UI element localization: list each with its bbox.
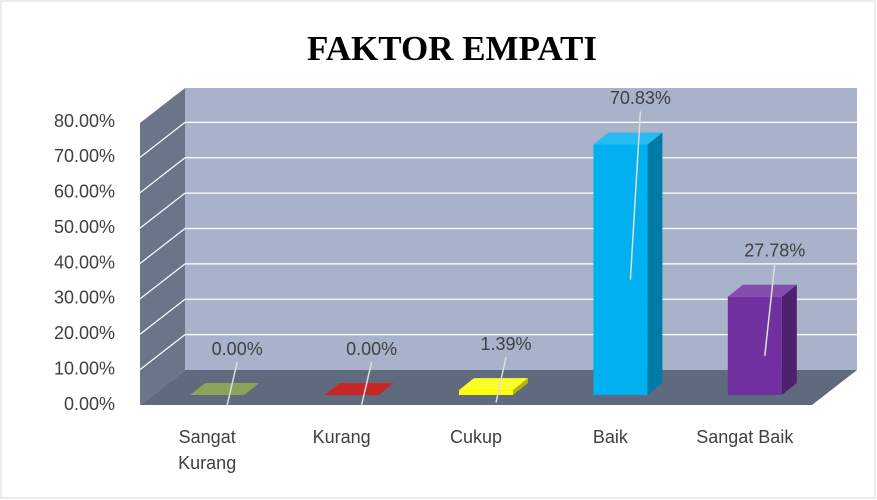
bar-top-shade bbox=[593, 132, 663, 145]
bar bbox=[593, 144, 648, 395]
data-label: 0.00% bbox=[212, 339, 263, 359]
grid-line bbox=[139, 263, 186, 300]
bar-top bbox=[593, 132, 663, 145]
data-label: 27.78% bbox=[744, 240, 805, 260]
grid-line bbox=[139, 192, 186, 229]
y-tick-label: 0.00% bbox=[64, 394, 115, 414]
grid-line bbox=[139, 157, 186, 194]
x-tick-label: Sangat Kurang bbox=[178, 427, 237, 473]
bar bbox=[727, 296, 782, 395]
y-tick-label: 20.00% bbox=[54, 323, 115, 343]
bar-side-shade bbox=[513, 378, 528, 395]
grid-line bbox=[139, 121, 186, 158]
x-tick-label: Baik bbox=[592, 427, 628, 447]
y-tick-label: 10.00% bbox=[54, 358, 115, 378]
leader-line bbox=[360, 361, 373, 406]
bar-top-shade bbox=[324, 383, 394, 395]
bar-side bbox=[781, 284, 797, 395]
bar-top bbox=[324, 383, 394, 395]
chart-title: FAKTOR EMPATI bbox=[307, 29, 597, 68]
bar-side-shade bbox=[781, 284, 797, 395]
data-label: 70.83% bbox=[610, 88, 671, 108]
bar-top-shade bbox=[459, 378, 528, 391]
leader-line bbox=[764, 263, 776, 356]
grid-line bbox=[139, 228, 186, 264]
x-tick-label: Sangat Baik bbox=[696, 427, 794, 447]
grid-line bbox=[139, 334, 186, 371]
leader-line bbox=[495, 356, 507, 403]
y-tick-label: 30.00% bbox=[54, 288, 115, 308]
bar-top bbox=[459, 378, 528, 391]
data-label: 0.00% bbox=[346, 339, 397, 359]
leader-line bbox=[629, 111, 642, 280]
y-tick-label: 70.00% bbox=[54, 146, 115, 166]
grid-line bbox=[139, 298, 186, 335]
bar-top bbox=[727, 284, 797, 297]
bar-side-shade bbox=[647, 132, 663, 395]
y-tick-label: 50.00% bbox=[54, 217, 115, 237]
y-tick-label: 40.00% bbox=[54, 252, 115, 272]
bar-side bbox=[513, 378, 528, 395]
grid-line bbox=[139, 86, 186, 123]
leader-line bbox=[226, 361, 238, 406]
x-tick-label: Cukup bbox=[449, 427, 503, 447]
x-tick-label: Kurang bbox=[312, 427, 371, 447]
data-label: 1.39% bbox=[480, 334, 531, 354]
bar-top-shade bbox=[190, 383, 260, 395]
y-tick-label: 80.00% bbox=[54, 111, 115, 131]
bar-top-shade bbox=[727, 284, 797, 297]
bar-side bbox=[647, 132, 663, 395]
y-tick-label: 60.00% bbox=[54, 182, 115, 202]
bar bbox=[459, 390, 513, 395]
bar-top bbox=[190, 383, 260, 395]
